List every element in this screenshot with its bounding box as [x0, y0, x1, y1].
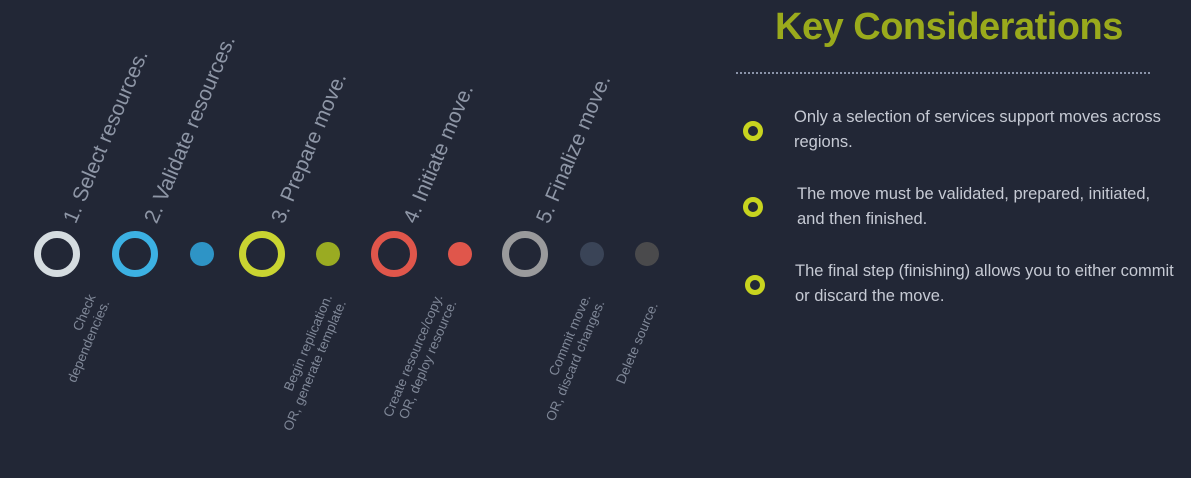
- substep-3-dot: [448, 242, 472, 266]
- substep-1-label: Check dependencies.: [51, 292, 112, 385]
- step-2-ring: [112, 231, 158, 277]
- substep-5-dot: [635, 242, 659, 266]
- key-considerations-title: Key Considerations: [775, 6, 1123, 48]
- circle-bullet-icon: [743, 197, 763, 217]
- substep-2-dot: [316, 242, 340, 266]
- step-5-label: 5. Finalize move.: [532, 71, 616, 227]
- substep-2-label: Begin replication. OR, generate template…: [266, 292, 349, 433]
- substep-4-label: Commit move. OR, discard changes.: [529, 292, 608, 423]
- step-4-ring: [371, 231, 417, 277]
- substep-5-line-1: Delete source.: [613, 300, 661, 386]
- step-3-ring: [239, 231, 285, 277]
- circle-bullet-icon: [743, 121, 763, 141]
- step-1-ring: [34, 231, 80, 277]
- consideration-2-text: The move must be validated, prepared, in…: [797, 185, 1151, 228]
- step-2-label: 2. Validate resources.: [140, 32, 241, 227]
- step-5-ring: [502, 231, 548, 277]
- circle-bullet-icon: [745, 275, 765, 295]
- substep-4-dot: [580, 242, 604, 266]
- substep-5-label: Delete source.: [613, 300, 661, 386]
- step-4-label: 4. Initiate move.: [399, 81, 479, 227]
- consideration-1-text: Only a selection of services support mov…: [794, 108, 1161, 151]
- dotted-divider: [736, 72, 1150, 74]
- step-3-label: 3. Prepare move.: [267, 69, 352, 227]
- substep-3-label: Create resource/copy. OR, deploy resourc…: [380, 292, 459, 425]
- substep-1-dot: [190, 242, 214, 266]
- step-1-label: 1. Select resources.: [59, 46, 153, 227]
- consideration-3-text: The final step (finishing) allows you to…: [795, 262, 1174, 305]
